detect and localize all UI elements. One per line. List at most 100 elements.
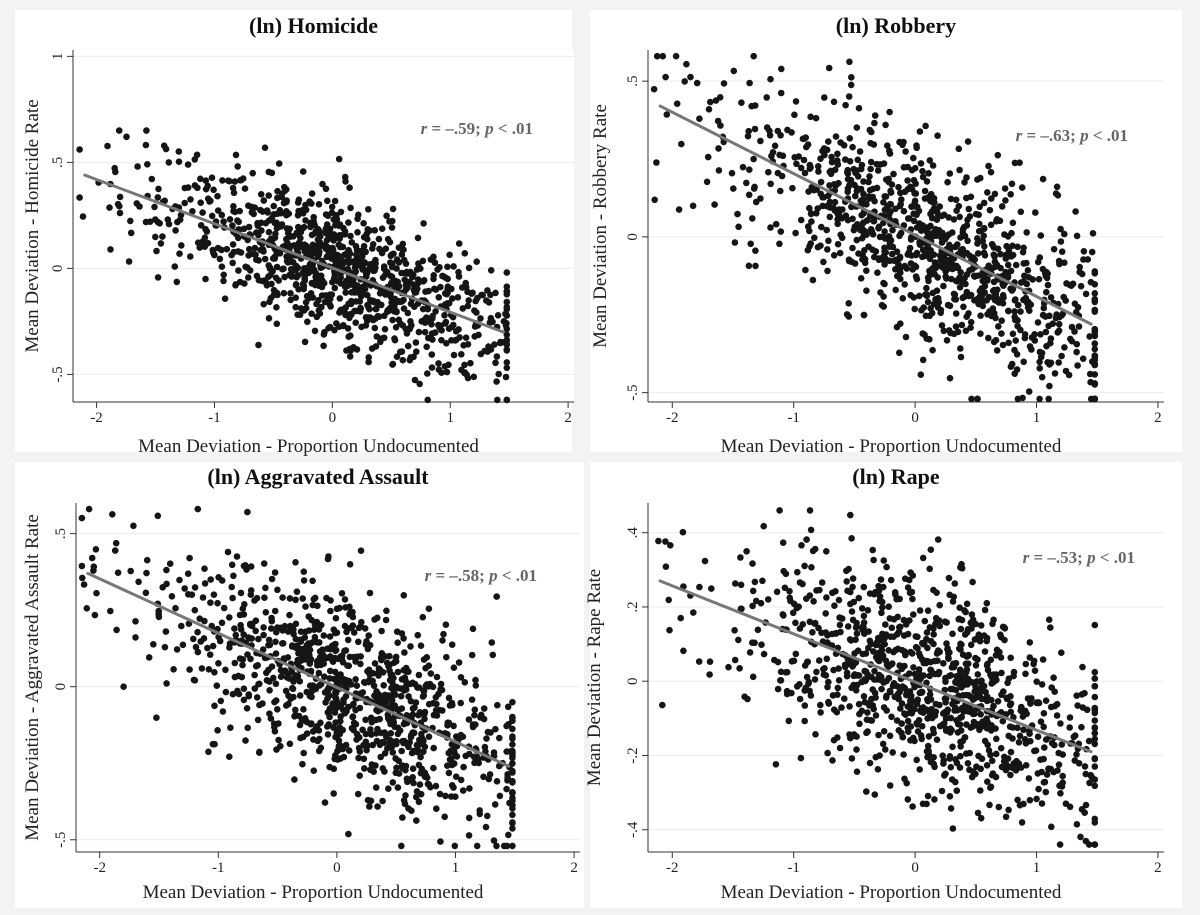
scatter-point	[305, 613, 313, 620]
scatter-point	[730, 67, 738, 75]
scatter-point	[207, 576, 214, 583]
scatter-point	[279, 627, 287, 634]
scatter-point	[1073, 821, 1081, 828]
scatter-point	[963, 600, 971, 608]
scatter-point	[398, 747, 406, 755]
scatter-point	[1091, 740, 1099, 748]
scatter-point	[886, 200, 894, 208]
scatter-point	[214, 244, 222, 252]
scatter-point	[1091, 354, 1099, 362]
scatter-point	[773, 588, 781, 596]
scatter-point	[196, 615, 203, 622]
scatter-point	[238, 673, 246, 681]
scatter-point	[910, 611, 917, 618]
scatter-point	[838, 704, 845, 711]
scatter-point	[926, 157, 934, 164]
scatter-point	[438, 369, 445, 377]
scatter-point	[152, 233, 159, 241]
scatter-point	[952, 196, 960, 204]
scatter-point	[940, 720, 948, 727]
scatter-point	[865, 243, 872, 250]
scatter-point	[443, 340, 450, 347]
scatter-point	[834, 220, 841, 228]
scatter-point	[309, 241, 317, 249]
scatter-point	[946, 672, 953, 680]
scatter-point	[416, 380, 424, 388]
scatter-point	[967, 193, 975, 201]
scatter-point	[791, 111, 798, 119]
scatter-point	[392, 691, 399, 699]
scatter-point	[310, 767, 318, 774]
scatter-point	[244, 724, 251, 732]
scatter-point	[357, 547, 365, 554]
scatter-point	[200, 635, 208, 642]
scatter-point	[1031, 667, 1039, 674]
scatter-point	[1040, 723, 1047, 731]
scatter-point	[246, 245, 253, 253]
scatter-point	[1034, 733, 1042, 740]
scatter-point	[922, 659, 930, 667]
scatter-point	[974, 240, 981, 247]
scatter-point	[747, 240, 754, 248]
scatter-point	[1022, 762, 1030, 769]
scatter-point	[825, 678, 832, 686]
scatter-point	[999, 281, 1007, 288]
scatter-point	[398, 842, 405, 850]
scatter-point	[848, 684, 855, 692]
scatter-point	[1000, 688, 1007, 695]
scatter-point	[798, 542, 805, 549]
scatter-point	[969, 578, 976, 586]
scatter-point	[1017, 208, 1025, 216]
scatter-point	[1007, 748, 1015, 756]
scatter-point	[704, 153, 712, 161]
scatter-point	[797, 754, 805, 762]
scatter-point	[1027, 700, 1034, 707]
scatter-point	[272, 230, 279, 238]
scatter-point	[459, 305, 467, 312]
scatter-point	[832, 133, 840, 140]
scatter-point	[1050, 768, 1057, 776]
scatter-point	[271, 607, 279, 615]
scatter-point	[763, 124, 771, 131]
scatter-point	[166, 560, 174, 567]
scatter-point	[913, 144, 920, 152]
scatter-point	[1057, 225, 1064, 233]
scatter-point	[1036, 348, 1044, 356]
scatter-point	[480, 705, 488, 712]
scatter-point	[322, 185, 330, 193]
scatter-point	[503, 325, 511, 333]
scatter-point	[337, 717, 344, 725]
y-tick-label: .5	[625, 76, 641, 87]
scatter-point	[197, 199, 204, 206]
scatter-point	[224, 177, 232, 184]
scatter-point	[271, 723, 278, 731]
scatter-point	[388, 251, 396, 258]
scatter-point	[872, 712, 880, 719]
scatter-point	[774, 685, 782, 693]
scatter-point	[1040, 710, 1048, 717]
scatter-point	[263, 669, 270, 677]
scatter-point	[885, 662, 893, 669]
scatter-point	[135, 578, 142, 586]
scatter-point	[763, 94, 770, 101]
scatter-point	[313, 658, 321, 666]
scatter-point	[331, 326, 338, 334]
scatter-point	[240, 696, 248, 704]
scatter-point	[806, 618, 814, 626]
scatter-point	[298, 717, 306, 725]
scatter-point	[880, 160, 888, 167]
scatter-point	[995, 803, 1003, 811]
scatter-point	[765, 168, 772, 176]
scatter-point	[155, 185, 162, 193]
scatter-point	[679, 528, 687, 536]
scatter-point	[963, 666, 971, 673]
scatter-point	[300, 577, 308, 584]
annotation-p: p	[487, 566, 498, 585]
scatter-point	[442, 792, 449, 800]
scatter-point	[496, 792, 504, 800]
scatter-point	[339, 706, 347, 714]
scatter-point	[503, 396, 511, 404]
scatter-point	[1032, 209, 1039, 216]
scatter-point	[1020, 260, 1027, 267]
